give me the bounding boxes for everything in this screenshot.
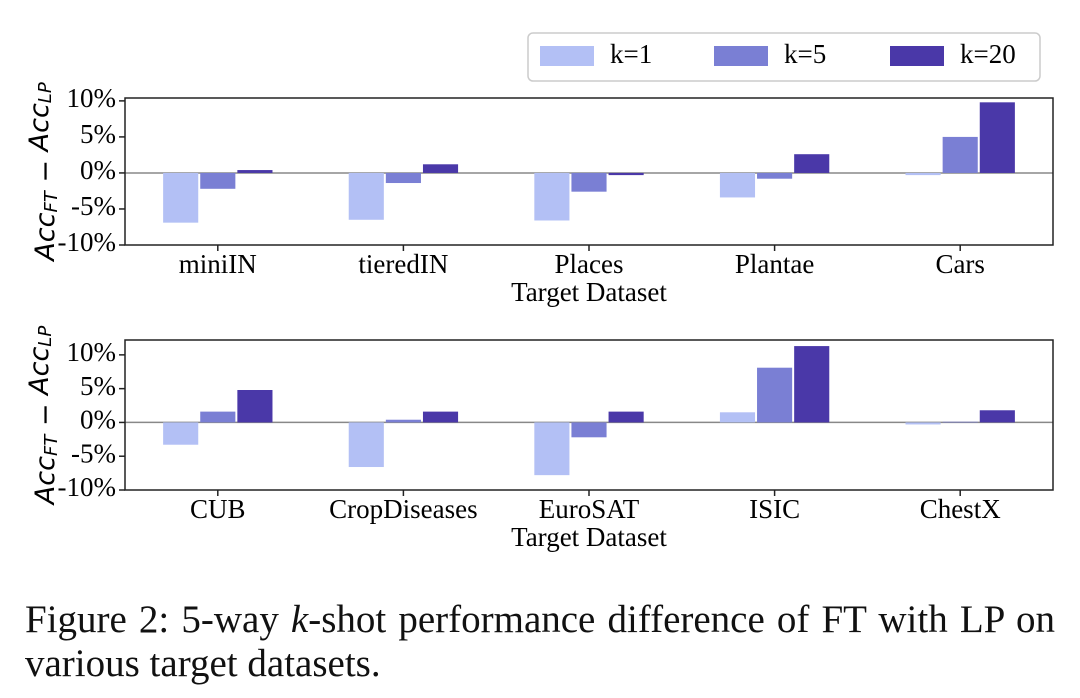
y-tick-label: 10% — [67, 337, 117, 367]
caption: Figure 2: 5-way k-shot performance diffe… — [25, 598, 1055, 686]
bar — [794, 346, 830, 423]
y-axis-label: AccFT − AccLP — [24, 326, 63, 507]
bar — [942, 421, 978, 423]
y-tick-label: -5% — [71, 438, 116, 468]
bar — [571, 422, 607, 438]
x-tick-label: ChestX — [920, 494, 1002, 524]
x-tick-label: miniIN — [179, 249, 257, 279]
bar — [163, 422, 199, 445]
y-label-part: Acc — [30, 456, 61, 506]
y-label-sub: LP — [35, 82, 56, 103]
legend-swatch — [540, 46, 594, 66]
bar — [757, 172, 793, 179]
x-tick-label: Plantae — [735, 249, 814, 279]
caption-text: Figure 2: 5-way — [25, 598, 291, 641]
y-tick-label: 0% — [80, 405, 116, 435]
bar — [571, 172, 607, 192]
legend-box — [527, 32, 1041, 82]
legend-label: k=5 — [784, 39, 826, 69]
x-tick-label: EuroSAT — [539, 494, 640, 524]
caption-k: k — [290, 598, 309, 641]
bar — [348, 172, 384, 220]
x-tick-label: tieredIN — [358, 249, 448, 279]
bar — [200, 172, 236, 189]
y-label-sub: FT — [41, 189, 62, 212]
bar — [385, 172, 421, 184]
bar — [979, 102, 1015, 173]
bar — [200, 411, 236, 423]
y-label-sub: FT — [41, 433, 62, 456]
legend-label: k=20 — [960, 39, 1016, 69]
y-label-part: Acc — [24, 347, 55, 397]
bar — [979, 410, 1015, 423]
y-label-part: Acc — [24, 103, 55, 153]
charts: 10%5%0%-5%-10%miniIN tieredIN Places Planta… — [24, 32, 1054, 552]
x-tick-label: Places — [555, 249, 624, 279]
y-tick-label: 10% — [67, 83, 117, 113]
y-tick-label: 5% — [80, 119, 116, 149]
legend-swatch — [890, 46, 944, 66]
bar — [608, 411, 644, 423]
legend-label: k=1 — [610, 39, 652, 69]
y-tick-label: 5% — [80, 371, 116, 401]
bar — [422, 411, 459, 423]
bar — [942, 136, 978, 173]
y-label-part: − — [30, 395, 61, 435]
x-tick-label: CUB — [190, 494, 246, 524]
bar — [422, 164, 459, 173]
bar — [385, 419, 421, 423]
bar — [608, 172, 644, 176]
y-axis-label: AccFT − AccLP — [24, 82, 63, 263]
bar — [794, 154, 830, 173]
bar — [719, 412, 756, 423]
y-tick-label: -10% — [58, 472, 116, 502]
caption-text: -shot performance difference of FT with … — [25, 598, 1055, 685]
y-label-part: − — [30, 151, 61, 191]
bar — [237, 390, 273, 423]
y-tick-label: -5% — [71, 191, 116, 221]
bar — [237, 170, 273, 173]
bar — [534, 422, 570, 476]
y-label-sub: LP — [35, 326, 56, 347]
y-tick-label: -10% — [58, 227, 116, 257]
x-tick-label: Cars — [935, 249, 985, 279]
bar — [905, 422, 941, 425]
bar — [905, 172, 941, 176]
bar — [757, 367, 793, 423]
bar — [719, 172, 756, 198]
y-label-part: Acc — [30, 212, 61, 262]
x-tick-label: ISIC — [749, 494, 800, 524]
bar — [163, 172, 199, 223]
bar — [534, 172, 570, 221]
y-tick-label: 0% — [80, 155, 116, 185]
legend-swatch — [714, 46, 768, 66]
x-tick-label: CropDiseases — [329, 494, 477, 524]
x-axis-label: Target Dataset — [511, 522, 667, 552]
bar — [348, 422, 384, 468]
x-axis-label: Target Dataset — [511, 277, 667, 307]
